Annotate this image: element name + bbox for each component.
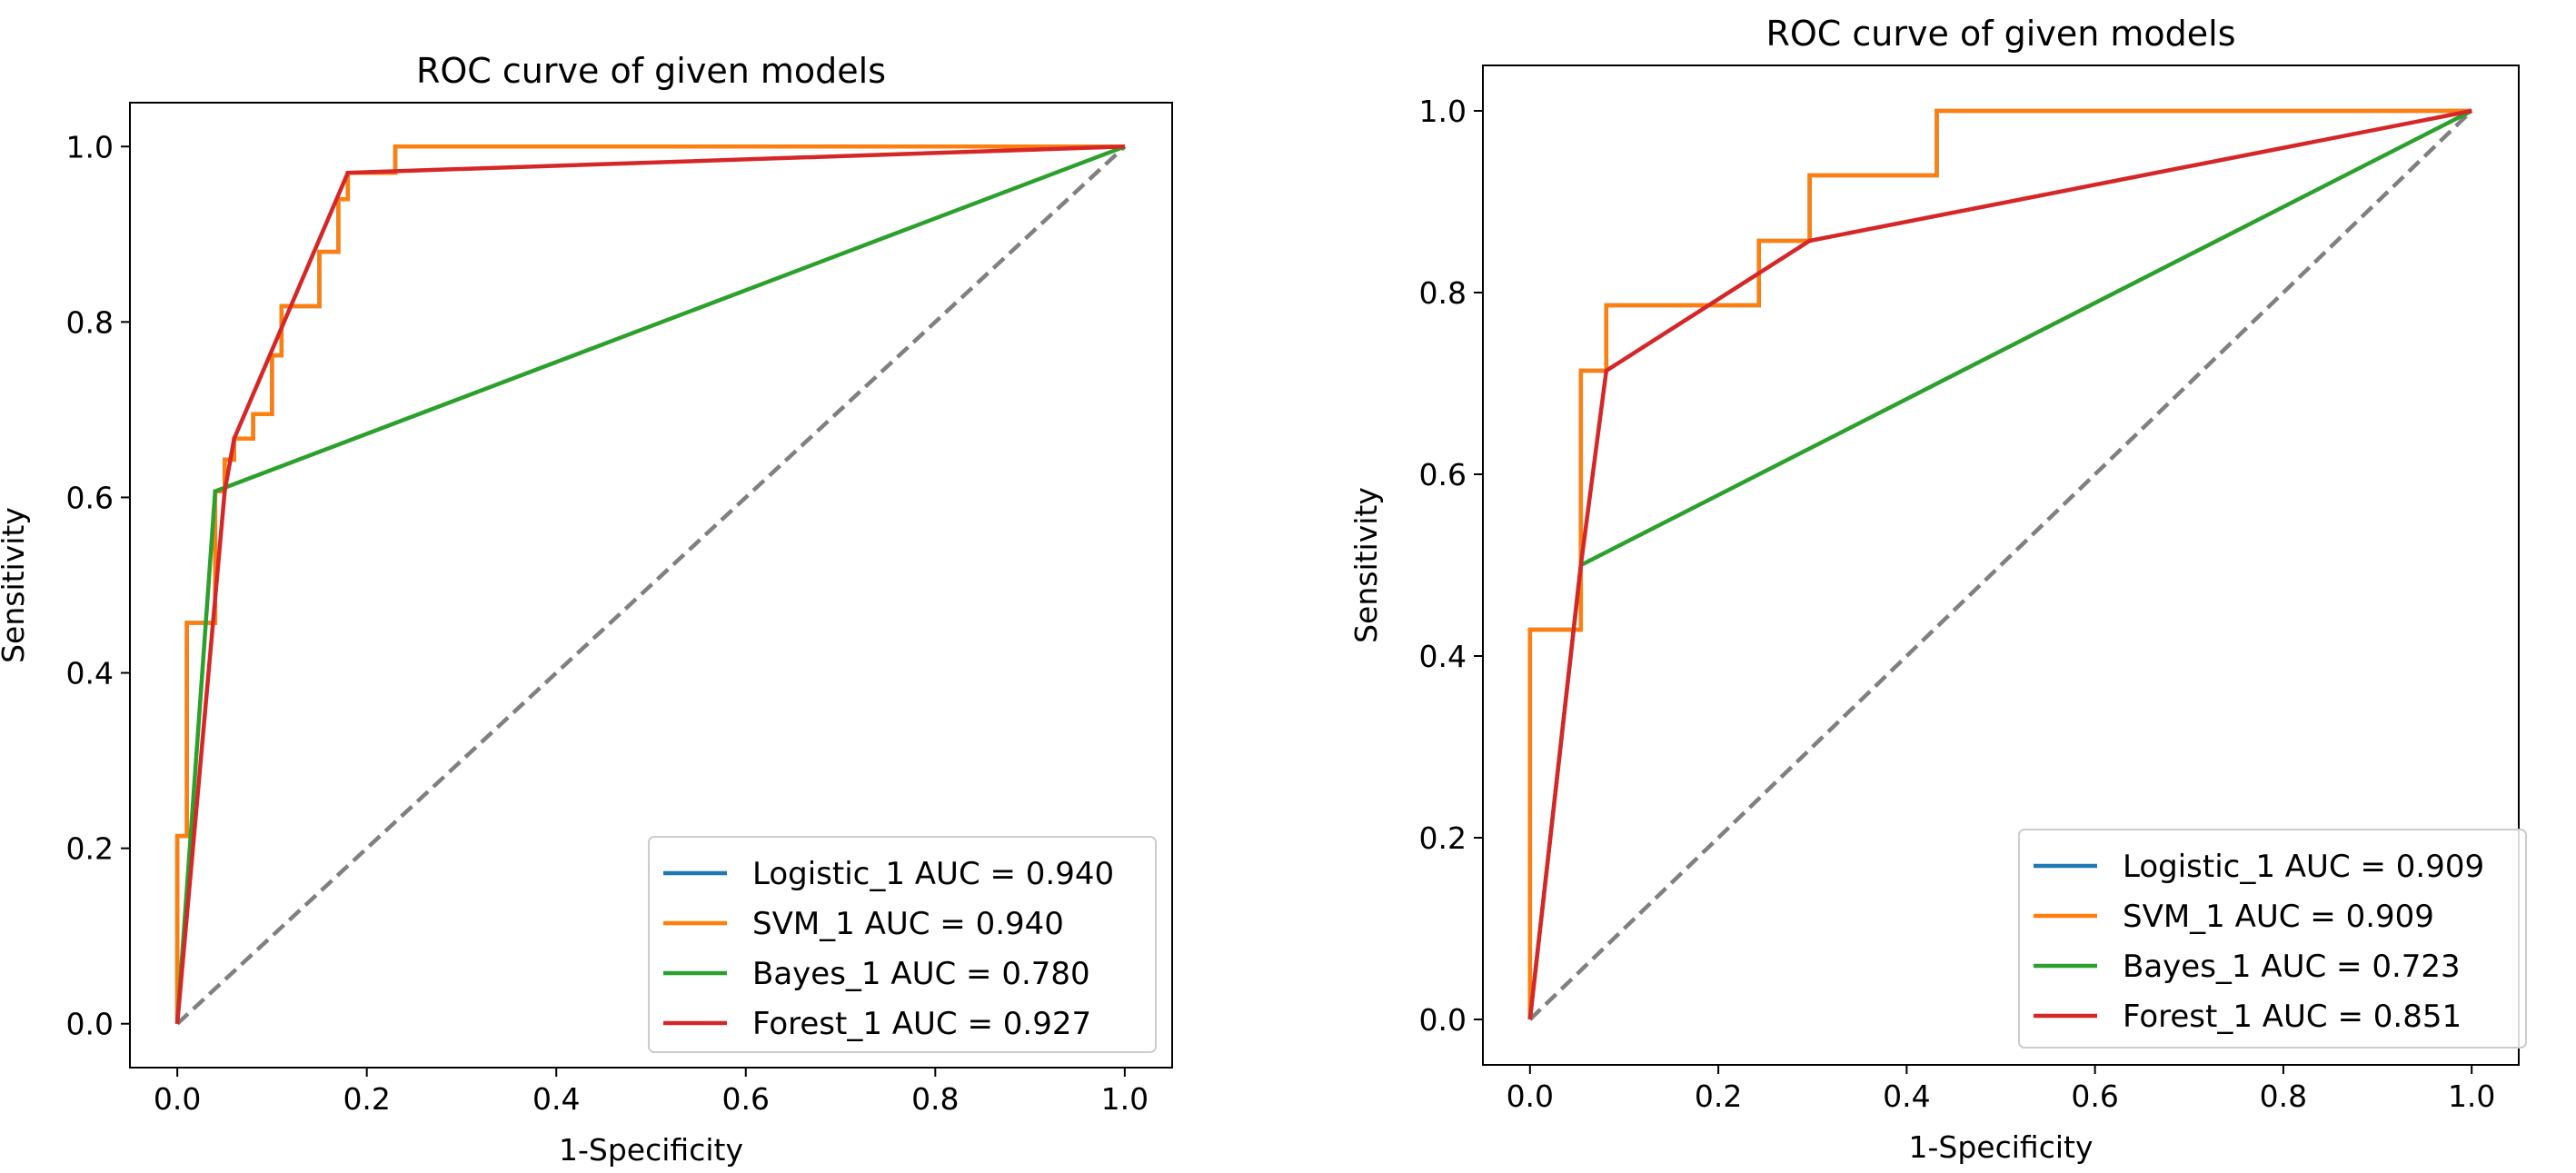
legend-entry-label: Logistic_1 AUC = 0.909 — [2123, 849, 2484, 885]
diagonal-reference-line — [175, 144, 1127, 1026]
x-tick-label: 1.0 — [1101, 1081, 1149, 1117]
legend-entry-label: Logistic_1 AUC = 0.940 — [752, 856, 1114, 892]
x-axis-label: 1-Specificity — [559, 1132, 743, 1168]
diagonal-reference-line — [1528, 109, 2473, 1021]
x-tick-label: 0.0 — [154, 1081, 201, 1117]
series-line-bayes_1 — [174, 144, 1126, 1024]
y-tick-label: 0.2 — [1419, 820, 1467, 856]
y-tick-label: 1.0 — [66, 129, 114, 164]
chart-panel-1: ROC curve of given models 0.0 0.2 0.4 0.6 0.8… — [0, 51, 1173, 1168]
legend-entry-label: Bayes_1 AUC = 0.780 — [752, 956, 1090, 992]
x-tick-label: 0.4 — [532, 1081, 580, 1117]
y-axis-label: Sensitivity — [1348, 487, 1384, 643]
x-axis-label: 1-Specificity — [1909, 1129, 2094, 1165]
legend-box — [648, 836, 1157, 1053]
legend-entry-label: Bayes_1 AUC = 0.723 — [2123, 949, 2461, 985]
y-tick-label: 0.0 — [66, 1007, 114, 1042]
chart-title: ROC curve of given models — [416, 51, 886, 91]
y-axis-label: Sensitivity — [0, 507, 31, 663]
legend-entry-label: SVM_1 AUC = 0.940 — [752, 906, 1064, 942]
axes-frame — [129, 102, 1173, 1069]
y-tick-label: 0.4 — [66, 656, 114, 691]
y-tick-label: 1.0 — [1419, 94, 1467, 129]
x-tick-label: 1.0 — [2448, 1079, 2495, 1114]
chart-panel-2: ROC curve of given models 0.0 0.2 0.4 0.6 0.8… — [1348, 14, 2527, 1165]
x-tick-label: 0.0 — [1507, 1079, 1554, 1114]
y-tick-label: 0.4 — [1419, 639, 1467, 674]
series-line-svm_1 — [1527, 108, 2472, 1019]
axes-frame — [1482, 65, 2520, 1066]
y-tick-label: 0.6 — [1419, 457, 1467, 492]
x-tick-label: 0.8 — [911, 1081, 959, 1117]
x-tick-label: 0.6 — [2071, 1079, 2118, 1114]
chart-title: ROC curve of given models — [1765, 14, 2235, 54]
legend-entry-label: Forest_1 AUC = 0.851 — [2123, 999, 2462, 1035]
y-tick-label: 0.2 — [66, 831, 114, 867]
legend-entry-label: SVM_1 AUC = 0.909 — [2123, 899, 2434, 935]
legend: Logistic_1 AUC = 0.940 SVM_1 AUC = 0.940 B… — [648, 836, 1157, 1053]
legend: Logistic_1 AUC = 0.909 SVM_1 AUC = 0.909 B… — [2018, 829, 2527, 1049]
y-tick-label: 0.0 — [1419, 1002, 1467, 1038]
x-tick-label: 0.6 — [722, 1081, 770, 1117]
y-tick-label: 0.8 — [1419, 275, 1467, 311]
x-tick-label: 0.8 — [2260, 1079, 2307, 1114]
legend-box — [2018, 829, 2527, 1049]
legend-entry-label: Forest_1 AUC = 0.927 — [752, 1006, 1091, 1042]
y-tick-label: 0.6 — [66, 480, 114, 515]
series-line-forest_1 — [174, 144, 1125, 1024]
series-line-forest_1 — [1527, 108, 2472, 1020]
y-tick-label: 0.8 — [66, 304, 114, 340]
x-tick-label: 0.2 — [343, 1081, 390, 1117]
x-tick-label: 0.2 — [1695, 1079, 1742, 1114]
x-tick-label: 0.4 — [1883, 1079, 1930, 1114]
